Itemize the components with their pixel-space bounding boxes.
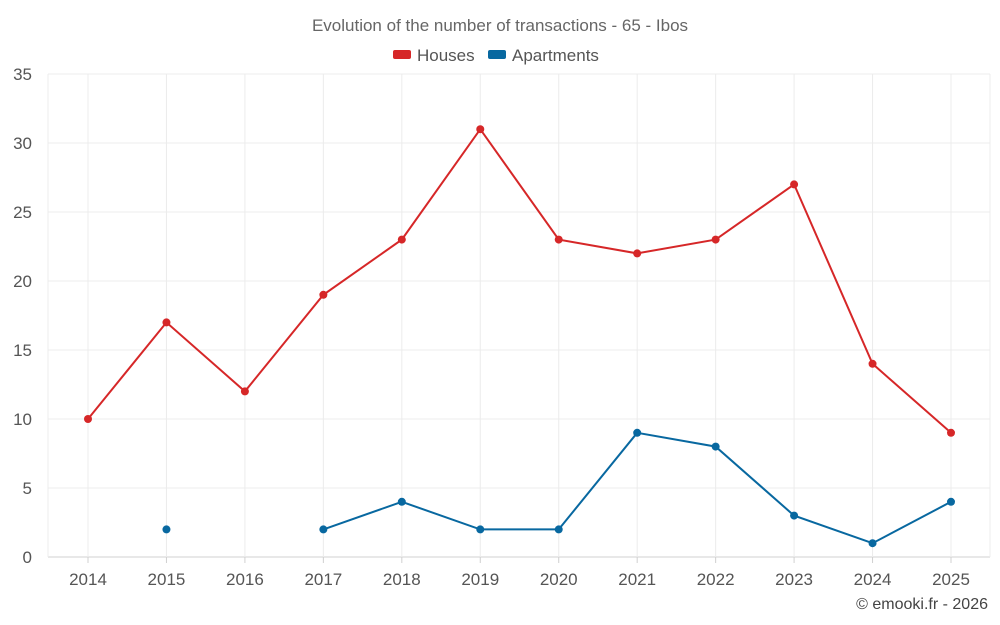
x-tick-label: 2019 [461,570,499,589]
data-point[interactable] [711,442,720,451]
y-axis: 0 5 10 15 20 25 30 35 [13,65,32,567]
series-line [87,127,952,434]
y-tick-label: 35 [13,65,32,84]
data-point[interactable] [554,525,563,534]
legend[interactable]: Houses Apartments [393,46,599,65]
x-tick-label: 2023 [775,570,813,589]
x-tick-label: 2014 [69,570,107,589]
y-tick-label: 20 [13,272,32,291]
y-tick-label: 0 [23,548,32,567]
legend-item-houses[interactable]: Houses [393,46,475,65]
data-point[interactable] [162,525,171,534]
y-tick-label: 25 [13,203,32,222]
y-tick-label: 10 [13,410,32,429]
series-apartments [162,428,955,548]
x-tick-label: 2025 [932,570,970,589]
legend-item-apartments[interactable]: Apartments [488,46,599,65]
data-point[interactable] [868,359,877,368]
x-tick-label: 2020 [540,570,578,589]
x-tick-label: 2024 [854,570,892,589]
data-point[interactable] [476,525,485,534]
x-tick-label: 2021 [618,570,656,589]
y-tick-label: 5 [23,479,32,498]
data-point[interactable] [319,290,328,299]
data-point[interactable] [711,235,720,244]
legend-label: Apartments [512,46,599,65]
x-tick-label: 2022 [697,570,735,589]
data-point[interactable] [633,249,642,258]
data-point[interactable] [397,235,406,244]
x-axis: 2014 2015 2016 2017 2018 2019 2020 2021 2022 2023… [69,570,970,589]
data-point[interactable] [397,497,406,506]
data-point[interactable] [947,428,955,437]
data-point[interactable] [319,525,328,534]
x-tick-label: 2016 [226,570,264,589]
legend-swatch [488,50,506,59]
data-point[interactable] [633,428,642,437]
x-tick-label: 2015 [148,570,186,589]
x-tick-label: 2018 [383,570,421,589]
data-point[interactable] [162,318,171,327]
data-point[interactable] [790,511,799,520]
grid [47,73,991,563]
data-point[interactable] [84,415,92,423]
data-point[interactable] [790,180,799,189]
x-tick-label: 2017 [304,570,342,589]
chart-title: Evolution of the number of transactions … [312,16,688,35]
legend-swatch [393,50,411,59]
legend-label: Houses [417,46,475,65]
series-houses [84,125,955,437]
y-tick-label: 15 [13,341,32,360]
data-point[interactable] [554,235,563,244]
data-point[interactable] [240,387,249,396]
data-point[interactable] [947,497,955,506]
data-point[interactable] [476,125,485,134]
y-tick-label: 30 [13,134,32,153]
credit-text: © emooki.fr - 2026 [856,596,988,613]
series-layer [84,125,955,548]
data-point[interactable] [868,539,877,548]
